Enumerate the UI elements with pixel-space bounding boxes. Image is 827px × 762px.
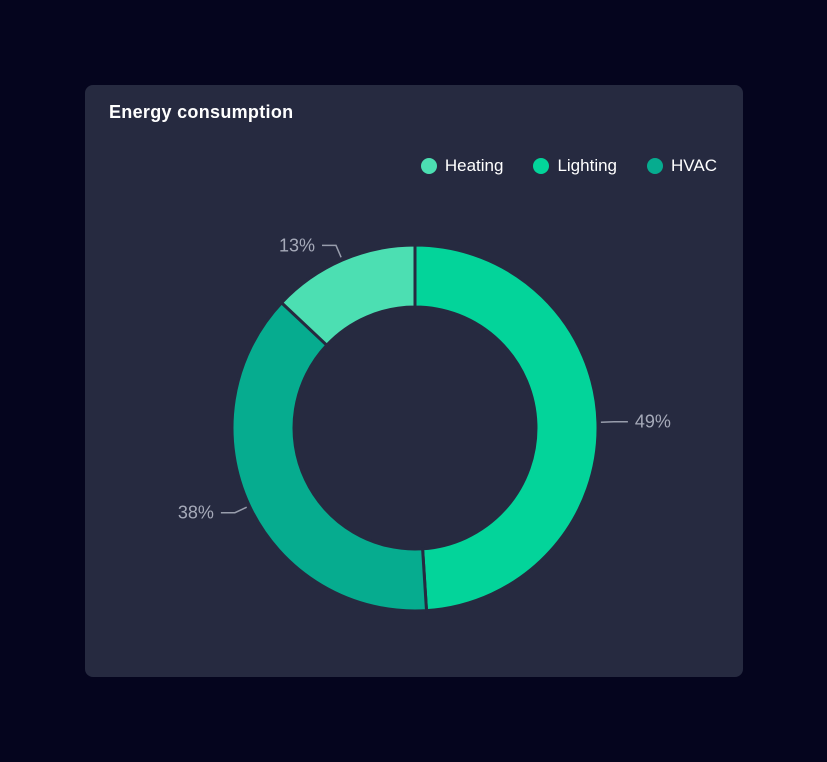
legend-label: HVAC bbox=[671, 156, 717, 175]
legend-item-heating[interactable]: Heating bbox=[420, 156, 504, 176]
slice-percent-label-heating: 13% bbox=[279, 235, 315, 255]
legend-dot-icon bbox=[533, 158, 550, 174]
legend-label: Lighting bbox=[557, 156, 618, 175]
chart-legend: Heating Lighting HVAC bbox=[420, 156, 717, 176]
donut-chart: 49% 38% 13% bbox=[178, 235, 671, 613]
label-leader-line bbox=[220, 506, 248, 514]
donut-slice-hvac[interactable] bbox=[230, 300, 429, 613]
label-leader-line bbox=[600, 420, 628, 423]
slice-percent-label-hvac: 38% bbox=[178, 503, 214, 523]
legend-item-hvac[interactable]: HVAC bbox=[647, 156, 717, 176]
energy-consumption-card: Energy consumption Heating Lighting HVAC 4… bbox=[85, 85, 743, 677]
slice-percent-label-lighting: 49% bbox=[635, 412, 671, 432]
legend-dot-icon bbox=[420, 158, 437, 174]
legend-label: Heating bbox=[444, 156, 504, 175]
legend-item-lighting[interactable]: Lighting bbox=[533, 156, 617, 176]
donut-slice-heating[interactable] bbox=[279, 243, 417, 348]
label-leader-line bbox=[322, 244, 342, 258]
legend-dot-icon bbox=[647, 158, 664, 174]
card-title: Energy consumption bbox=[109, 102, 294, 122]
donut-slice-lighting[interactable] bbox=[413, 243, 600, 613]
